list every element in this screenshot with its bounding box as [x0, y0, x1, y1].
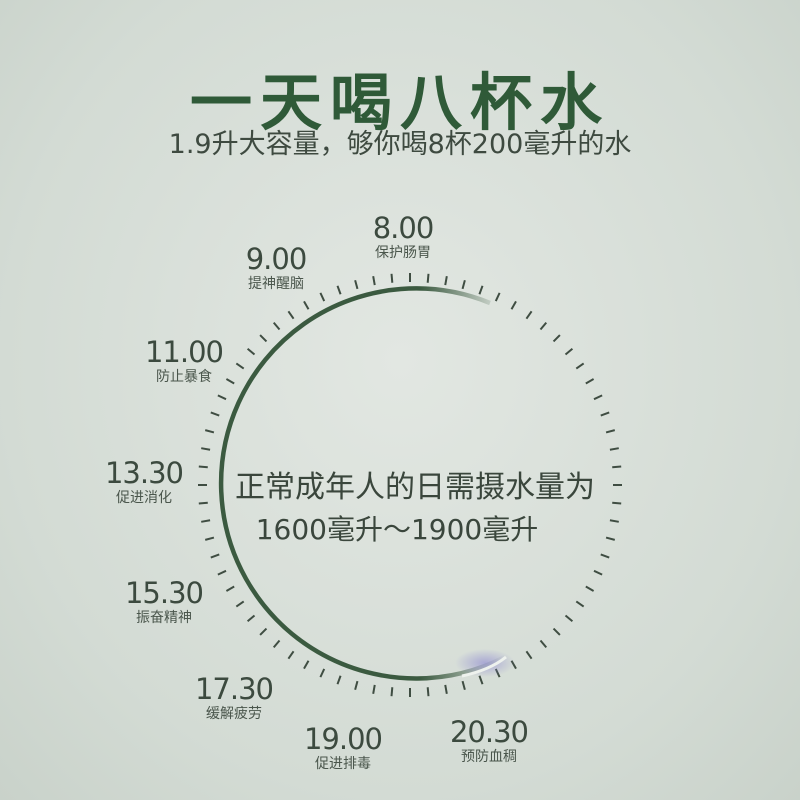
desc: 提神醒脑: [247, 276, 304, 292]
tick-mark: [600, 411, 610, 417]
schedule-item-0: 8.00 保护肠胃: [372, 211, 435, 262]
tick-mark: [444, 684, 448, 694]
page-title: 一天喝八杯水: [189, 66, 610, 139]
tick-mark: [259, 627, 268, 636]
tick-mark: [372, 276, 376, 286]
tick-mark: [593, 394, 603, 401]
time: 8.00: [372, 211, 435, 245]
tick-mark: [204, 536, 215, 541]
tick-mark: [444, 276, 448, 286]
desc: 促进消化: [116, 490, 172, 506]
tick-mark: [272, 639, 281, 649]
tick-mark: [303, 660, 310, 670]
tick-mark: [225, 378, 235, 385]
time: 17.30: [194, 672, 274, 706]
tick-mark: [210, 411, 220, 417]
tick-mark: [336, 285, 342, 295]
tick-mark: [225, 585, 235, 592]
tick-mark: [539, 639, 548, 649]
time: 13.30: [104, 456, 184, 490]
desc: 振奋精神: [136, 610, 192, 626]
tick-mark: [372, 684, 376, 694]
tick-mark: [354, 279, 359, 290]
tick-mark: [303, 300, 310, 310]
schedule-item-3: 13.30 促进消化: [104, 456, 184, 507]
center-text-line1: 正常成年人的日需摄水量为: [235, 470, 595, 505]
tick-mark: [259, 334, 268, 343]
tick-mark: [564, 614, 574, 623]
tick-mark: [525, 650, 533, 660]
tick-mark: [201, 447, 211, 451]
tick-mark: [426, 687, 430, 697]
tick-mark: [272, 321, 281, 331]
tick-mark: [612, 465, 622, 469]
tick-mark: [319, 668, 326, 678]
time: 15.30: [124, 576, 204, 610]
tick-mark: [478, 285, 484, 295]
tick-mark: [390, 273, 394, 283]
tick-mark: [609, 519, 619, 523]
desc: 预防血稠: [461, 749, 517, 765]
schedule-item-5: 17.30 缓解疲劳: [194, 672, 274, 723]
tick-mark: [235, 362, 245, 370]
tick-mark: [510, 300, 517, 310]
desc: 缓解疲劳: [206, 706, 262, 722]
arc-end-highlight: [461, 655, 507, 678]
tick-mark: [461, 279, 466, 290]
tick-mark: [198, 465, 208, 469]
schedule-item-6: 19.00 促进排毒: [303, 722, 383, 773]
tick-mark: [319, 292, 326, 302]
tick-mark: [605, 429, 616, 434]
tick-mark: [210, 553, 220, 559]
tick-mark: [552, 334, 561, 343]
tick-mark: [198, 501, 208, 505]
schedule-item-2: 11.00 防止暴食: [144, 335, 224, 386]
tick-mark: [600, 553, 610, 559]
tick-mark: [478, 675, 484, 685]
desc: 保护肠胃: [374, 245, 431, 261]
center-text-line2: 1600毫升～1900毫升: [255, 513, 539, 546]
schedule-item-4: 15.30 振奋精神: [124, 576, 204, 627]
tick-mark: [426, 273, 430, 283]
time: 9.00: [245, 242, 308, 276]
tick-mark: [585, 378, 595, 385]
tick-mark: [609, 447, 619, 451]
tick-mark: [575, 362, 585, 370]
tick-ring: [198, 273, 622, 697]
tick-mark: [201, 519, 211, 523]
tick-mark: [235, 600, 245, 608]
tick-mark: [246, 347, 256, 356]
tick-mark: [217, 394, 227, 401]
tick-mark: [593, 569, 603, 576]
time: 20.30: [449, 715, 529, 749]
arc-glow: [455, 649, 515, 677]
subtitle: 1.9升大容量，够你喝8杯200毫升的水: [168, 129, 632, 160]
tick-mark: [612, 501, 622, 505]
tick-mark: [539, 321, 548, 331]
tick-mark: [605, 536, 616, 541]
schedule-item-1: 9.00 提神醒脑: [245, 242, 308, 293]
tick-mark: [575, 600, 585, 608]
tick-mark: [494, 292, 501, 302]
tick-mark: [217, 569, 227, 576]
schedule-item-7: 20.30 预防血稠: [449, 715, 529, 766]
tick-mark: [585, 585, 595, 592]
tick-mark: [287, 310, 295, 320]
tick-mark: [564, 347, 574, 356]
desc: 促进排毒: [315, 756, 371, 772]
tick-mark: [525, 310, 533, 320]
tick-mark: [552, 627, 561, 636]
tick-mark: [336, 675, 342, 685]
tick-mark: [287, 650, 295, 660]
desc: 防止暴食: [156, 369, 212, 385]
tick-mark: [461, 680, 466, 691]
tick-mark: [246, 614, 256, 623]
time: 19.00: [303, 722, 383, 756]
time: 11.00: [144, 335, 224, 369]
progress-arc: [218, 286, 507, 681]
tick-mark: [204, 429, 215, 434]
tick-mark: [354, 680, 359, 691]
tick-mark: [390, 687, 394, 697]
